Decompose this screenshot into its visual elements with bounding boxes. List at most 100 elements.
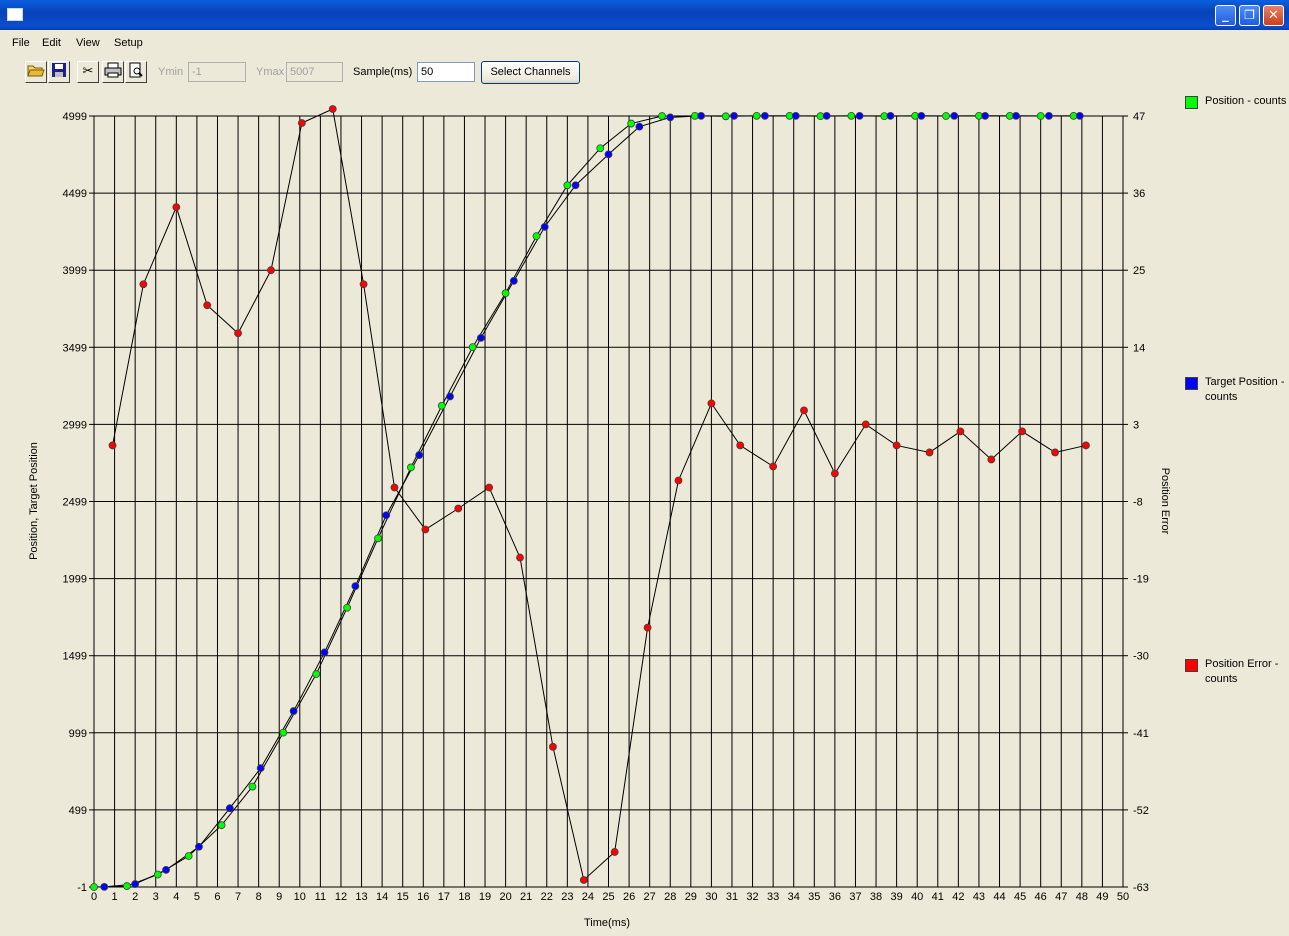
data-point [571, 181, 580, 190]
legend-item-target-position: Target Position - counts [1185, 375, 1289, 407]
data-point [328, 105, 337, 113]
data-point [343, 603, 352, 612]
x-tick-label: 38 [870, 891, 882, 903]
ymin-field[interactable] [188, 62, 246, 82]
y-tick-label-right: -41 [1133, 728, 1149, 740]
legend-label: Target Position - counts [1205, 376, 1285, 403]
data-point [415, 451, 424, 459]
data-point [203, 301, 212, 310]
data-point [666, 113, 675, 122]
x-tick-label: 28 [664, 891, 676, 903]
data-point [1075, 111, 1084, 120]
data-point [382, 511, 391, 520]
data-point [123, 882, 131, 890]
data-point [248, 782, 257, 791]
save-icon[interactable] [48, 61, 70, 83]
chart-series [90, 105, 1090, 891]
y-axis-label-left: Position, Target Position [28, 442, 40, 560]
legend-label: Position Error - counts [1205, 658, 1279, 685]
chart-grid [93, 115, 1124, 888]
open-folder-icon[interactable] [25, 61, 47, 83]
x-tick-label: 35 [808, 891, 820, 903]
y-tick-label-right: -52 [1133, 805, 1149, 817]
data-point [437, 401, 446, 410]
data-point [516, 553, 524, 562]
data-point [549, 742, 557, 751]
menu-view[interactable]: View [76, 37, 100, 49]
series-line [112, 108, 1087, 881]
sample-field[interactable] [417, 62, 475, 82]
x-tick-label: 19 [479, 891, 491, 903]
data-point [1051, 448, 1059, 457]
data-point [162, 865, 170, 874]
x-tick-label: 34 [788, 891, 800, 903]
x-tick-label: 39 [890, 891, 902, 903]
x-tick-label: 7 [235, 891, 241, 903]
data-point [752, 111, 761, 120]
data-point [769, 462, 778, 471]
close-button[interactable]: ✕ [1263, 5, 1284, 26]
y-tick-label-left: 2999 [63, 419, 87, 431]
x-tick-label: 9 [276, 891, 282, 903]
menu-setup[interactable]: Setup [114, 37, 143, 49]
legend-swatch [1185, 96, 1198, 109]
y-tick-label-left: 499 [69, 805, 87, 817]
x-tick-label: 13 [355, 891, 367, 903]
data-point [855, 111, 864, 120]
restore-button[interactable]: ❐ [1239, 5, 1260, 26]
data-point [1045, 111, 1053, 120]
print-preview-icon[interactable] [125, 61, 147, 83]
print-icon[interactable] [102, 61, 124, 83]
x-tick-label: 6 [214, 891, 220, 903]
data-point [736, 441, 745, 450]
data-point [830, 469, 839, 478]
minimize-button[interactable]: _ [1215, 5, 1236, 26]
cut-icon[interactable]: ✂ [77, 61, 99, 83]
y-tick-label-right: -30 [1133, 651, 1149, 663]
x-tick-label: 10 [294, 891, 306, 903]
x-tick-label: 17 [438, 891, 450, 903]
data-point [312, 670, 321, 678]
legend-label: Position - counts [1205, 95, 1287, 107]
data-point [289, 707, 298, 715]
data-point [468, 343, 477, 352]
y-tick-label-right: 14 [1133, 342, 1145, 354]
menu-file[interactable]: File [12, 37, 30, 49]
data-point [351, 582, 360, 591]
data-point [320, 648, 329, 657]
data-point [707, 399, 716, 408]
data-point [1082, 441, 1090, 450]
sample-label: Sample(ms) [353, 66, 413, 78]
x-tick-label: 48 [1076, 891, 1088, 903]
x-tick-label: 25 [602, 891, 614, 903]
data-point [509, 276, 518, 285]
x-tick-label: 23 [561, 891, 573, 903]
y-tick-label-left: 3499 [63, 342, 87, 354]
data-point [847, 111, 856, 120]
x-axis-label: Time(ms) [584, 917, 630, 929]
data-point [563, 181, 572, 190]
toolbar: ✂ Ymin Ymax Sample(ms) Select Channels [0, 58, 1289, 86]
data-point [446, 392, 454, 401]
chart-axes: 0 1 2 3 4 5 6 7 8 9 10 11 12 13 14 15 16 17 18 19 20 21 22 23 24… [63, 111, 1149, 903]
ymax-field[interactable] [286, 62, 343, 82]
select-channels-button[interactable]: Select Channels [481, 61, 580, 84]
x-tick-label: 16 [417, 891, 429, 903]
y-tick-label-left: -1 [77, 882, 87, 894]
menu-edit[interactable]: Edit [42, 37, 61, 49]
x-tick-label: 0 [91, 891, 97, 903]
y-tick-label-right: 36 [1133, 188, 1145, 200]
data-point [172, 203, 181, 212]
data-point [279, 728, 288, 737]
x-tick-label: 44 [993, 891, 1005, 903]
y-tick-label-left: 2499 [63, 497, 87, 509]
x-tick-label: 47 [1055, 891, 1067, 903]
data-point [234, 329, 242, 338]
data-point [800, 406, 808, 415]
x-tick-label: 36 [829, 891, 841, 903]
y-tick-label-left: 4999 [63, 111, 87, 123]
data-point [658, 112, 666, 120]
data-point [886, 111, 895, 120]
data-point [477, 333, 485, 342]
data-point [374, 534, 382, 543]
